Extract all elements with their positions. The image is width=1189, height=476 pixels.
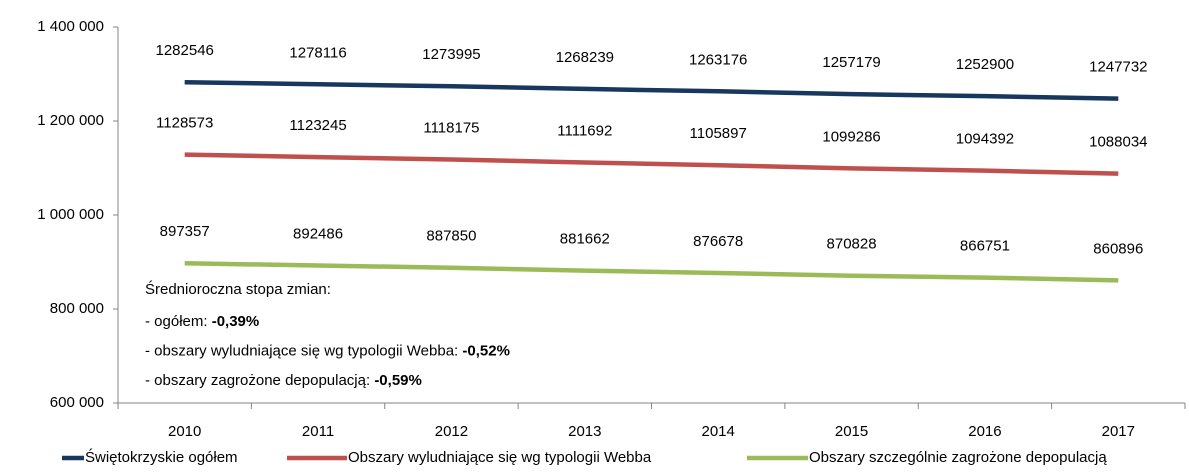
annotation-value: -0,39% <box>212 313 260 330</box>
data-label: 1278116 <box>289 44 346 61</box>
data-label: 1105897 <box>690 125 747 142</box>
data-label: 892486 <box>293 226 343 243</box>
annotation-title: Średnioroczna stopa zmian: <box>145 280 331 298</box>
data-label: 887850 <box>426 228 476 245</box>
y-tick-label: 800 000 <box>50 300 104 317</box>
y-tick-label: 1 200 000 <box>37 112 104 129</box>
data-label: 1247732 <box>1089 59 1147 76</box>
y-tick-label: 1 000 000 <box>37 206 104 223</box>
annotation-text: - obszary wyludniające się wg typologii … <box>145 342 462 359</box>
series-line <box>184 152 1119 176</box>
x-tick-label: 2010 <box>168 423 201 440</box>
data-label: 1123245 <box>289 117 346 134</box>
x-tick-label: 2017 <box>1102 423 1135 440</box>
x-tick-label: 2013 <box>568 423 601 440</box>
data-label: 866751 <box>960 238 1010 255</box>
data-label: 1094392 <box>956 131 1014 148</box>
data-label: 1282546 <box>155 42 213 59</box>
data-label: 870828 <box>827 236 877 253</box>
data-label: 881662 <box>560 231 610 248</box>
data-label: 1088034 <box>1089 134 1147 151</box>
annotation-value: -0,52% <box>462 342 510 359</box>
data-label: 860896 <box>1093 240 1143 257</box>
data-label: 1263176 <box>689 51 747 68</box>
data-label: 897357 <box>160 223 210 240</box>
annotation-value: -0,59% <box>374 372 422 389</box>
data-label: 1099286 <box>822 128 880 145</box>
data-label: 1268239 <box>556 49 614 66</box>
y-tick-label: 1 400 000 <box>37 18 104 35</box>
data-label: 1252900 <box>956 56 1014 73</box>
data-label: 876678 <box>693 233 743 250</box>
x-tick-label: 2016 <box>968 423 1001 440</box>
x-tick-label: 2011 <box>302 423 334 440</box>
data-label: 1111692 <box>557 122 612 139</box>
y-tick-label: 600 000 <box>50 394 104 411</box>
series-line <box>184 260 1119 283</box>
legend-label: Obszary szczególnie zagrożone depopulacj… <box>809 449 1107 466</box>
annotation-text: - ogółem: <box>145 313 212 330</box>
annotation-line: - ogółem: -0,39% <box>145 313 259 330</box>
series-line <box>184 79 1119 101</box>
legend-label: Świętokrzyskie ogółem <box>85 448 238 466</box>
data-label: 1257179 <box>822 54 880 71</box>
data-label: 1118175 <box>423 119 479 136</box>
annotation-text: - obszary zagrożone depopulacją: <box>145 372 374 389</box>
x-tick-label: 2015 <box>835 423 868 440</box>
x-tick-label: 2012 <box>435 423 468 440</box>
data-label: 1273995 <box>422 46 480 63</box>
legend-label: Obszary wyludniające się wg typologii We… <box>348 449 652 466</box>
annotation-line: - obszary wyludniające się wg typologii … <box>145 342 510 359</box>
annotation-line: - obszary zagrożone depopulacją: -0,59% <box>145 372 422 389</box>
data-label: 1128573 <box>156 115 213 132</box>
x-tick-label: 2014 <box>702 423 735 440</box>
